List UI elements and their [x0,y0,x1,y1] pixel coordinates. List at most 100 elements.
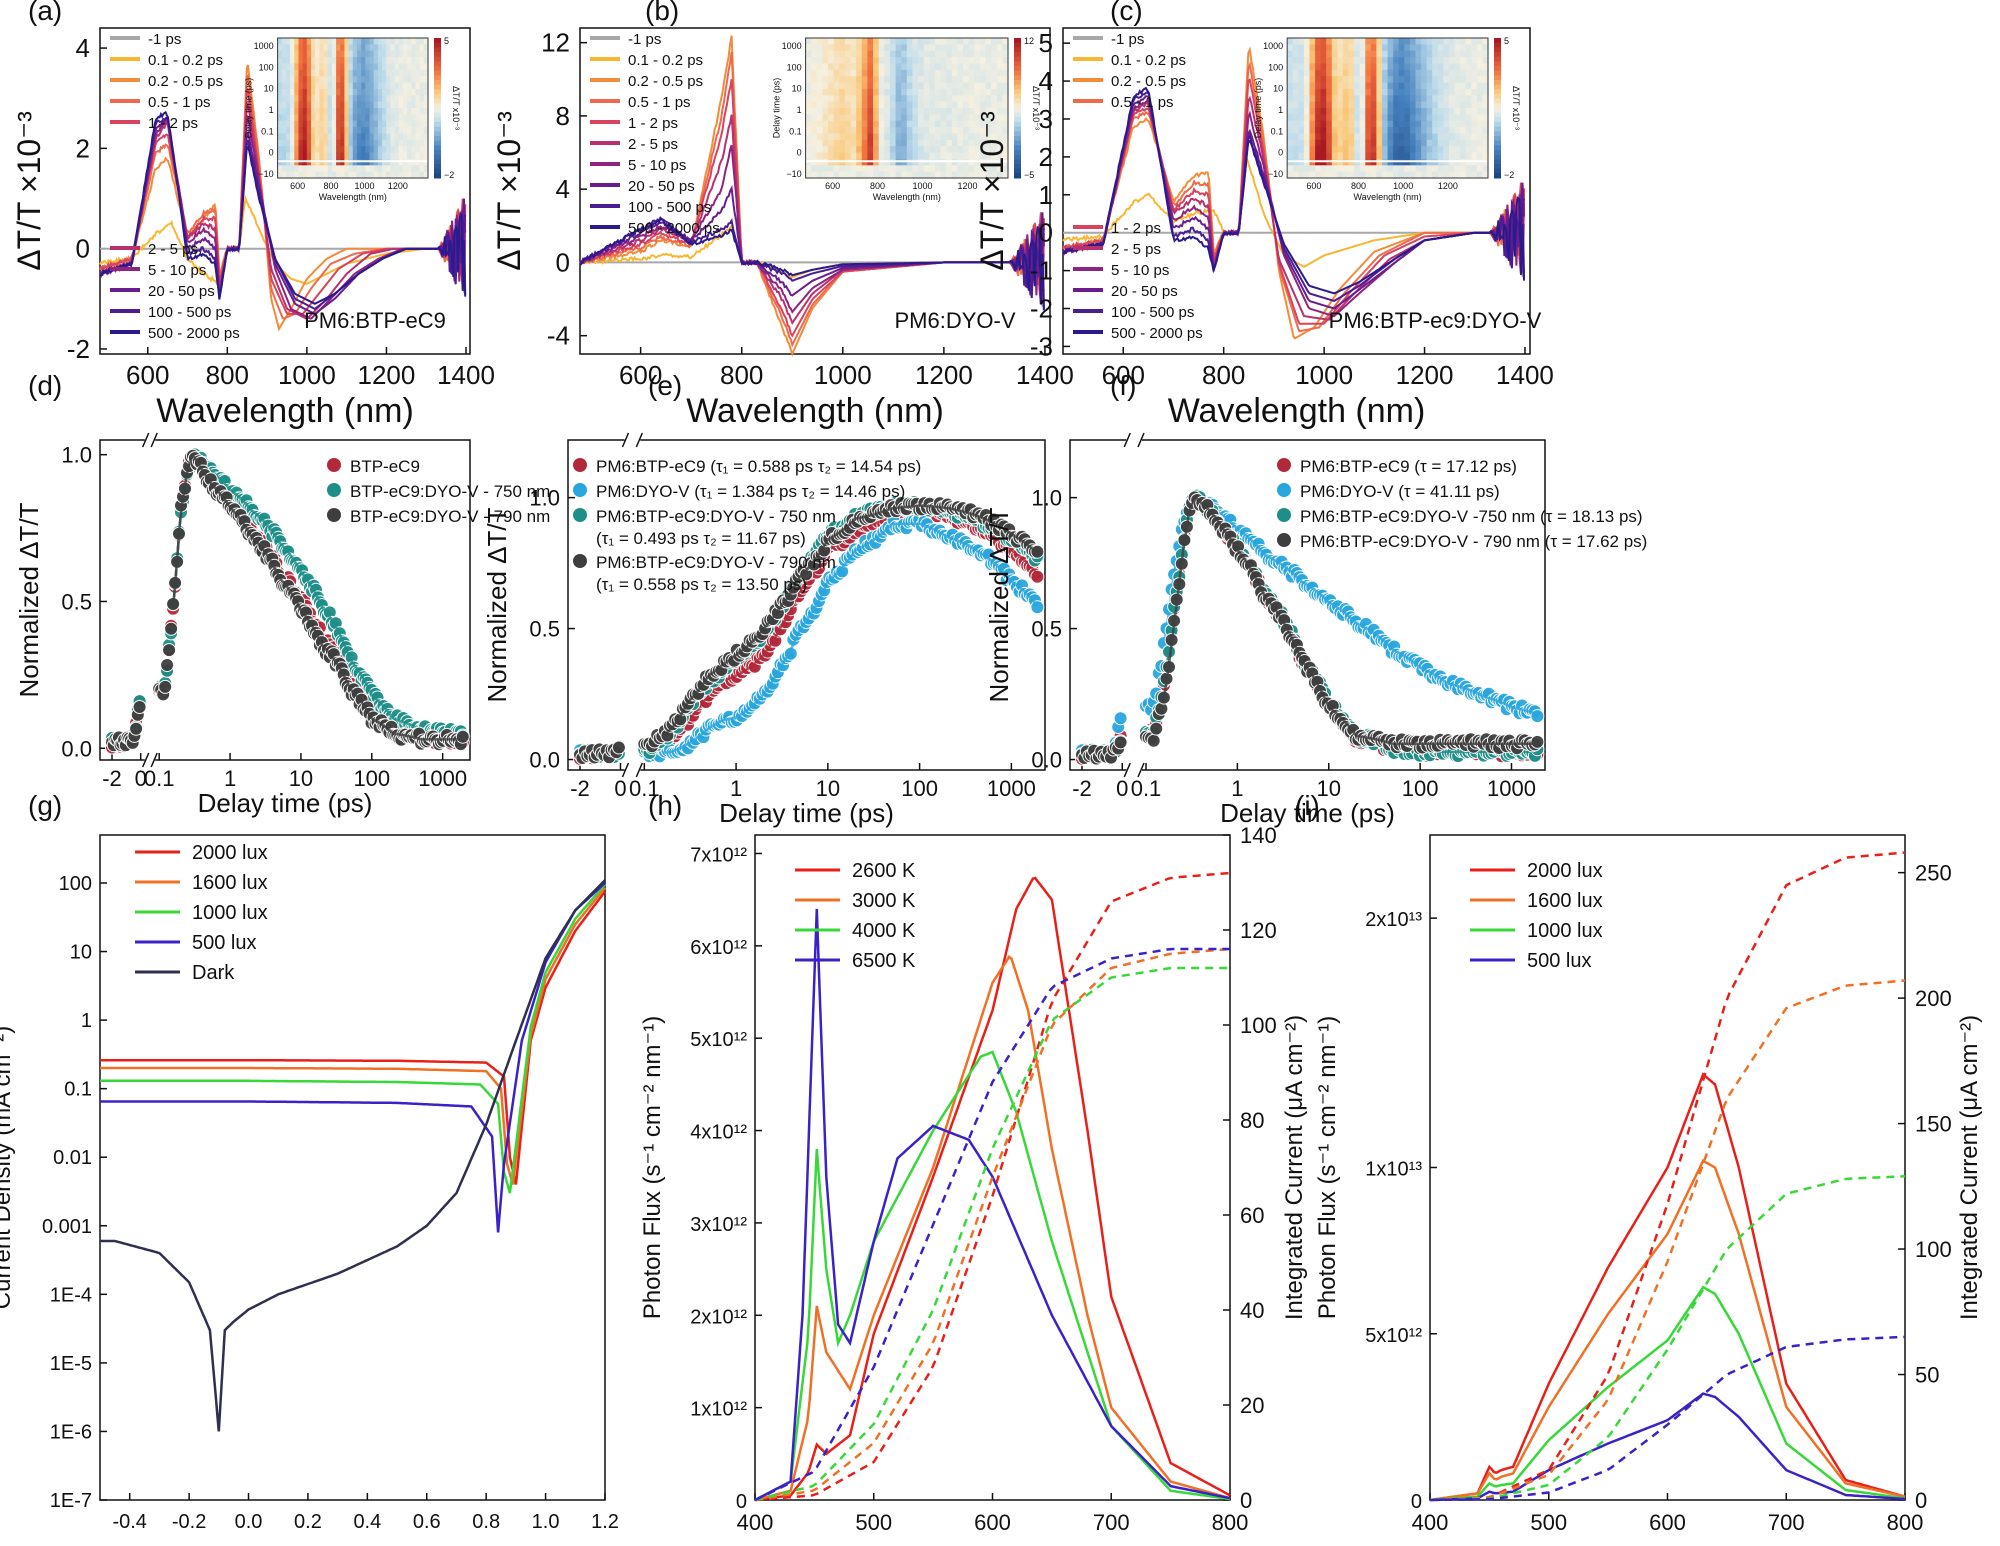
heatmap-cell [861,82,868,90]
heatmap-cell [985,152,992,160]
heatmap-cell [867,63,874,71]
heatmap-cell [315,108,320,115]
heatmap-cell [352,133,358,141]
heatmap-cell [1365,44,1372,52]
heatmap-cell [281,101,287,109]
heatmap-cell [850,114,857,122]
heatmap-cell [1471,146,1478,154]
heatmap-cell [828,76,835,84]
heatmap-cell [811,146,818,154]
heatmap-cell [1471,114,1478,122]
heatmap-cell [833,114,840,122]
legend-label: 100 - 500 ps [148,304,231,321]
heatmap-cell [327,82,333,90]
heatmap-cell [1443,101,1450,109]
heatmap-cell [1342,152,1350,160]
heatmap-cell [901,133,908,141]
heatmap-cell [327,38,333,45]
heatmap-cell [331,88,337,96]
inset-y-tick-label: 0.1 [1271,126,1284,136]
heatmap-cell [1348,50,1355,58]
heatmap-cell [373,165,379,173]
heatmap-cell [415,171,421,179]
heatmap-cell [901,108,908,115]
heatmap-cell [901,38,908,45]
heatmap-cell [957,44,964,52]
heatmap-cell [340,95,346,103]
heatmap-cell [340,38,346,45]
heatmap-cell [1359,127,1366,135]
heatmap-cell [850,146,857,154]
heatmap-cell [361,146,366,154]
heatmap-cell [1443,114,1450,122]
heatmap-cell [281,120,287,128]
heatmap-cell [1376,88,1383,96]
heatmap-cell [1393,139,1400,147]
heatmap-cell [1287,50,1294,58]
y-tick-label: 5x10¹² [690,1029,747,1051]
heatmap-cell [302,57,308,65]
heatmap-cell [1476,76,1483,84]
heatmap-cell [1443,165,1450,173]
heatmap-cell [1471,165,1478,173]
heatmap-cell [336,38,341,45]
heatmap-cell [369,76,375,84]
heatmap-cell [822,63,829,71]
heatmap-cell [1287,88,1294,96]
heatmap-cell [963,63,970,71]
fit-line [662,522,1039,755]
heatmap-cell [946,57,953,65]
heatmap-cell [1421,114,1428,122]
heatmap-cell [940,76,947,84]
heatmap-cell [940,88,947,96]
legend-label-sub: (τ₁ = 0.558 ps τ₂ = 13.50 ps) [596,575,807,594]
x-tick-label: 1000 [814,360,872,390]
heatmap-cell [845,114,852,122]
heatmap-cell [979,152,987,160]
legend-label: PM6:DYO-V (τ₁ = 1.384 ps τ₂ = 14.46 ps) [596,482,905,501]
heatmap-cell [390,120,396,128]
heatmap-cell [929,108,936,115]
heatmap-cell [968,50,975,58]
heatmap-cell [365,133,371,141]
heatmap-cell [357,108,362,115]
heatmap-cell [402,69,408,77]
heatmap-cell [1348,82,1355,90]
heatmap-cell [344,69,350,77]
heatmap-cell [315,146,320,154]
inset-x-tick-label: 600 [825,181,840,191]
heatmap-cell [315,82,320,90]
heatmap-cell [369,50,375,58]
heatmap-cell [357,69,362,77]
heatmap-cell [1409,171,1417,179]
heatmap-cell [390,101,396,109]
legend-label: -1 ps [628,31,661,48]
heatmap-cell [1404,76,1411,84]
heatmap-cell [934,139,942,147]
heatmap-cell [1426,88,1433,96]
colorbar-cell [1014,38,1021,44]
heatmap-cell [901,88,908,96]
heatmap-cell [315,171,320,179]
heatmap-cell [934,101,942,109]
heatmap-cell [1443,146,1450,154]
heatmap-cell [811,88,818,96]
heatmap-cell [402,152,408,160]
heatmap-cell [344,171,350,179]
heatmap-cell [407,101,412,109]
heatmap-cell [373,44,379,52]
y-axis-title: Normalized ΔT/T [984,507,1014,702]
heatmap-cell [1432,146,1439,154]
heatmap-cell [344,146,350,154]
heatmap-cell [390,114,396,122]
heatmap-cell [811,171,818,179]
heatmap-cell [419,108,425,115]
heatmap-cell [805,69,812,77]
heatmap-cell [315,127,320,135]
y-right-tick-label: 0 [1240,1488,1252,1513]
colorbar-cell [1014,117,1021,123]
heatmap-cell [873,50,880,58]
heatmap-cell [895,76,902,84]
colorbar-cell [434,89,441,95]
